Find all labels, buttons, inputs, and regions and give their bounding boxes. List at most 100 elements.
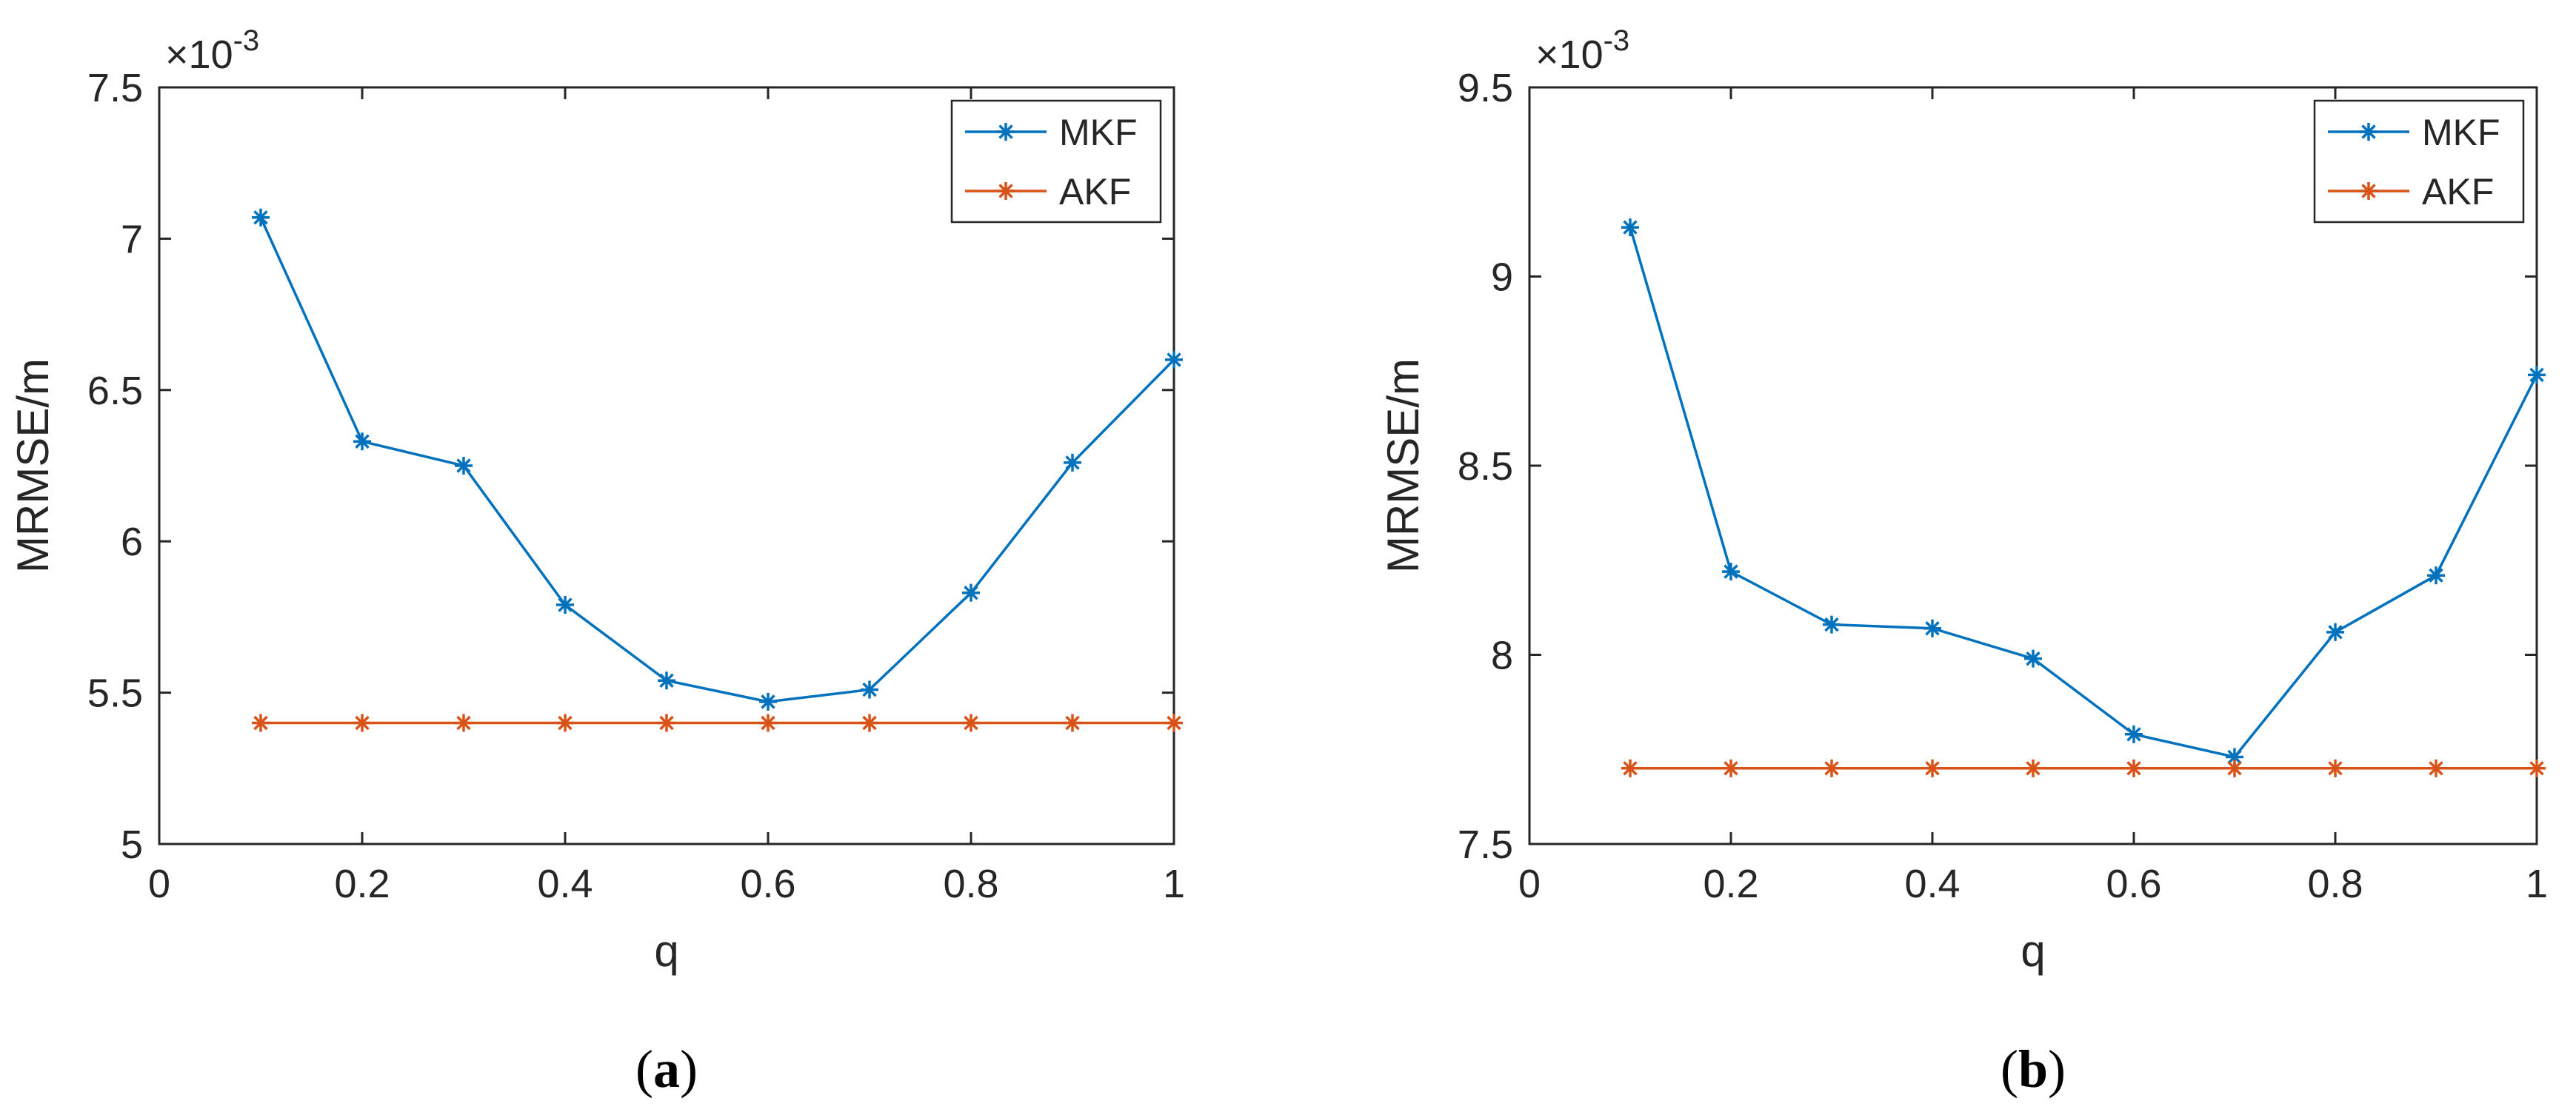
x-tick-label: 0.6 [740, 862, 795, 906]
data-point-mkf [2427, 566, 2445, 585]
data-point-mkf [1165, 350, 1183, 369]
y-tick-label: 7.5 [1458, 823, 1513, 867]
panel-caption: (b) [2001, 1039, 2066, 1099]
data-point-mkf [1823, 615, 1841, 634]
data-point-akf [759, 714, 777, 732]
legend-box [2313, 99, 2525, 224]
data-point-akf [2427, 759, 2445, 777]
data-point-akf [1823, 759, 1841, 777]
caption-paren-close: ) [2048, 1039, 2066, 1099]
data-point-mkf [2528, 366, 2546, 384]
x-tick-label: 0.4 [537, 862, 593, 906]
legend-item-akf: AKF [2328, 171, 2494, 212]
y-exponent-label: ×10-3 [1535, 24, 1629, 77]
x-axis-label: q [2021, 926, 2045, 976]
y-tick-label: 6.5 [87, 369, 143, 413]
data-point-akf [962, 714, 980, 732]
data-point-akf [1064, 714, 1081, 732]
data-point-mkf [1722, 563, 1740, 581]
x-tick-label: 0 [148, 862, 170, 906]
series-line-mkf [259, 217, 1175, 703]
y-tick-label: 5.5 [87, 671, 143, 716]
series-akf [1621, 759, 2546, 777]
y-tick-label: 9.5 [1458, 66, 1513, 110]
data-point-mkf [861, 680, 878, 699]
y-tick-label: 9 [1491, 255, 1513, 300]
y-exponent-label: ×10-3 [165, 24, 259, 77]
caption-paren-close: ) [680, 1039, 698, 1099]
y-tick-label: 7 [121, 217, 143, 261]
data-point-akf [2326, 759, 2344, 777]
data-point-mkf [658, 671, 675, 690]
x-axis-label: q [654, 926, 678, 976]
y-tick-label: 7.5 [87, 66, 143, 110]
data-point-mkf [1621, 218, 1639, 237]
series-mkf [252, 208, 1183, 711]
series-line-mkf [1629, 227, 2538, 759]
legend-item-mkf: MKF [2328, 112, 2500, 153]
series-mkf [1621, 218, 2546, 766]
legend-label: AKF [2422, 171, 2494, 212]
data-point-mkf [2024, 649, 2042, 668]
y-axis-label: MRMSE/m [1378, 358, 1428, 573]
data-point-akf [1923, 759, 1941, 777]
legend-box [950, 99, 1162, 224]
legend-label: AKF [1059, 171, 1131, 212]
data-point-mkf [962, 583, 980, 602]
caption-paren-open: ( [635, 1039, 653, 1099]
legend: MKF AKF [2313, 99, 2525, 224]
caption-paren-open: ( [2001, 1039, 2018, 1099]
chart-panel-a: 0 0.2 0.4 0.6 0.8 1 5 5.5 6 6.5 7 7.5 ×10-3 q MRMSE/m M… [8, 24, 1185, 1099]
x-tick-label: 0 [1518, 862, 1541, 906]
data-point-akf [861, 714, 878, 732]
data-point-mkf [2125, 725, 2143, 743]
panel-caption: (a) [635, 1039, 698, 1099]
y-exponent-power: -3 [233, 24, 260, 57]
data-point-mkf [455, 457, 473, 475]
data-point-akf [1165, 714, 1183, 732]
data-point-akf [353, 714, 371, 732]
data-point-akf [252, 714, 270, 732]
data-point-mkf [759, 692, 777, 711]
caption-letter: b [2018, 1039, 2048, 1099]
y-exponent-base: ×10 [1535, 33, 1604, 77]
data-point-akf [1621, 759, 1639, 777]
x-tick-label: 0.8 [2307, 862, 2363, 906]
legend-item-mkf: MKF [965, 112, 1138, 153]
data-point-mkf [1923, 619, 1941, 637]
data-point-akf [1722, 759, 1740, 777]
series-akf [252, 714, 1183, 732]
legend: MKF AKF [950, 99, 1162, 224]
legend-swatch-marker [997, 182, 1015, 200]
x-tick-label: 0.2 [1703, 862, 1758, 906]
chart-panel-b: 0 0.2 0.4 0.6 0.8 1 7.5 8 8.5 9 9.5 ×10-3 q MRMSE/m MK… [1378, 24, 2548, 1099]
legend-item-akf: AKF [965, 171, 1131, 212]
x-tick-label: 0.2 [334, 862, 390, 906]
data-point-mkf [252, 208, 270, 227]
data-point-akf [455, 714, 473, 732]
data-point-mkf [353, 432, 371, 451]
y-tick-label: 8.5 [1458, 444, 1513, 489]
legend-label: MKF [2422, 112, 2500, 153]
x-tick-label: 0.6 [2106, 862, 2161, 906]
y-exponent-base: ×10 [165, 33, 233, 77]
x-tick-label: 0.8 [943, 862, 998, 906]
data-point-akf [2125, 759, 2143, 777]
legend-swatch-marker [997, 123, 1015, 141]
data-point-akf [556, 714, 574, 732]
data-point-mkf [556, 596, 574, 614]
caption-letter: a [653, 1039, 680, 1099]
y-axis-label: MRMSE/m [8, 358, 58, 573]
y-tick-label: 8 [1491, 634, 1513, 678]
x-tick-label: 0.4 [1904, 862, 1960, 906]
data-point-akf [658, 714, 675, 732]
legend-label: MKF [1059, 112, 1138, 153]
y-exponent-power: -3 [1604, 24, 1630, 57]
data-point-mkf [1064, 453, 1081, 472]
data-point-akf [2024, 759, 2042, 777]
x-tick-label: 1 [2526, 862, 2548, 906]
data-point-akf [2528, 759, 2546, 777]
y-tick-label: 6 [121, 520, 143, 564]
data-point-mkf [2326, 623, 2344, 641]
